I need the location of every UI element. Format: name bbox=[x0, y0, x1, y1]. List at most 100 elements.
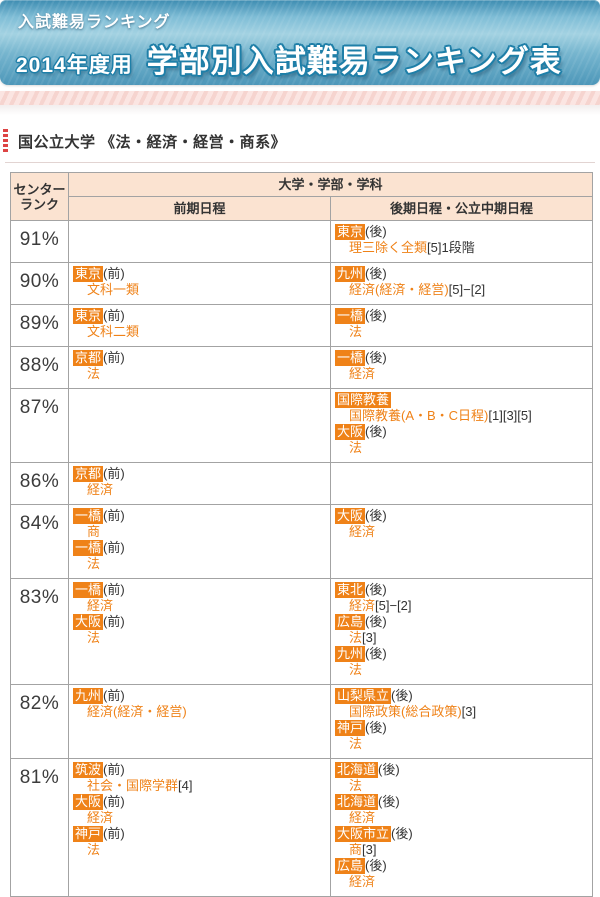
department-name: 法 bbox=[349, 440, 363, 455]
department-line: 経済 bbox=[73, 598, 326, 614]
banner-title-row: 2014年度用 学部別入試難易ランキング表 bbox=[16, 36, 596, 81]
schedule-suffix: (後) bbox=[391, 688, 413, 703]
university-entry: 京都 (前) 法 bbox=[73, 350, 326, 382]
schedule-suffix: (後) bbox=[391, 826, 413, 841]
late-schedule-cell: 九州 (後) 経済(経済・経営)[5]−[2] bbox=[329, 262, 594, 305]
university-name: 国際教養 bbox=[335, 392, 392, 408]
department-note: [3] bbox=[362, 630, 377, 645]
department-name: 経済 bbox=[349, 598, 376, 613]
university-name: 広島 bbox=[335, 858, 366, 874]
university-entry: 北海道 (後) 経済 bbox=[335, 794, 588, 826]
table-row: 91% 東京 (後) 理三除く全類[5]1段階 bbox=[10, 220, 594, 263]
decorative-stripe-band bbox=[0, 91, 600, 105]
department-line: 商[3] bbox=[335, 842, 588, 858]
early-schedule-cell: 東京 (前) 文科二類 bbox=[68, 304, 331, 347]
university-line: 国際教養 bbox=[335, 392, 588, 408]
department-name: 法 bbox=[87, 842, 101, 857]
department-line: 法 bbox=[335, 440, 588, 456]
university-line: 一橋 (前) bbox=[73, 582, 326, 598]
department-name: 法 bbox=[349, 778, 363, 793]
university-entry: 九州 (後) 法 bbox=[335, 646, 588, 678]
university-name: 東京 bbox=[73, 308, 104, 324]
university-entry: 一橋 (後) 経済 bbox=[335, 350, 588, 382]
center-rank-value: 87% bbox=[10, 388, 69, 463]
department-note: [5]−[2] bbox=[448, 282, 486, 297]
department-line: 経済 bbox=[335, 874, 588, 890]
university-name: 広島 bbox=[335, 614, 366, 630]
center-rank-value: 84% bbox=[10, 504, 69, 579]
department-name: 法 bbox=[87, 556, 101, 571]
section-marker-bar bbox=[3, 129, 8, 153]
university-name: 一橋 bbox=[335, 350, 366, 366]
university-line: 大阪 (後) bbox=[335, 508, 588, 524]
schedule-suffix: (後) bbox=[378, 762, 400, 777]
early-schedule-cell: 筑波 (前) 社会・国際学群[4] 大阪 (前) 経済 神戸 (前) 法 bbox=[68, 758, 331, 897]
table-row: 90% 東京 (前) 文科一類 九州 (後) 経済(経済・経営)[5]−[2] bbox=[10, 262, 594, 305]
university-name: 九州 bbox=[335, 266, 366, 282]
university-entry: 九州 (後) 経済(経済・経営)[5]−[2] bbox=[335, 266, 588, 298]
department-line: 社会・国際学群[4] bbox=[73, 778, 326, 794]
late-schedule-cell: 国際教養 国際教養(A・B・C日程)[1][3][5] 大阪 (後) 法 bbox=[329, 388, 594, 463]
university-line: 大阪市立 (後) bbox=[335, 826, 588, 842]
university-entry: 山梨県立 (後) 国際政策(総合政策)[3] bbox=[335, 688, 588, 720]
late-schedule-cell bbox=[329, 462, 594, 505]
section-title-text: 国公立大学 《法・経済・経営・商系》 bbox=[18, 133, 287, 151]
center-rank-value: 88% bbox=[10, 346, 69, 389]
university-name: 大阪市立 bbox=[335, 826, 392, 842]
department-note: [5]−[2] bbox=[375, 598, 412, 613]
department-line: 経済 bbox=[335, 524, 588, 540]
ranking-table-body: 91% 東京 (後) 理三除く全類[5]1段階 90% 東京 (前) 文科一類 九州 (後) 経済(… bbox=[10, 220, 594, 897]
department-name: 経済 bbox=[349, 810, 376, 825]
department-name: 経済(経済・経営) bbox=[87, 704, 187, 719]
university-line: 一橋 (前) bbox=[73, 540, 326, 556]
schedule-suffix: (後) bbox=[378, 794, 400, 809]
department-line: 経済 bbox=[73, 482, 326, 498]
department-line: 経済(経済・経営) bbox=[73, 704, 326, 720]
university-entry: 大阪 (後) 法 bbox=[335, 424, 588, 456]
department-line: 文科二類 bbox=[73, 324, 326, 340]
department-line: 経済 bbox=[73, 810, 326, 826]
department-name: 経済 bbox=[87, 810, 114, 825]
university-entry: 広島 (後) 経済 bbox=[335, 858, 588, 890]
department-name: 法 bbox=[349, 662, 363, 677]
university-entry: 東北 (後) 経済[5]−[2] bbox=[335, 582, 588, 614]
department-name: 商 bbox=[87, 524, 101, 539]
schedule-suffix: (後) bbox=[365, 308, 387, 323]
schedule-suffix: (後) bbox=[365, 424, 387, 439]
department-name: 経済 bbox=[87, 482, 114, 497]
center-rank-value: 89% bbox=[10, 304, 69, 347]
schedule-suffix: (前) bbox=[103, 794, 125, 809]
university-name: 一橋 bbox=[335, 308, 366, 324]
university-name: 九州 bbox=[73, 688, 104, 704]
center-rank-value: 83% bbox=[10, 578, 69, 685]
main-content: 国公立大学 《法・経済・経営・商系》 センター ランク 大学・学部・学科 前期日… bbox=[0, 105, 600, 897]
schedule-suffix: (前) bbox=[103, 308, 125, 323]
early-schedule-cell bbox=[68, 388, 331, 463]
schedule-suffix: (後) bbox=[365, 224, 387, 239]
late-schedule-cell: 東北 (後) 経済[5]−[2] 広島 (後) 法[3] 九州 (後) 法 bbox=[329, 578, 594, 685]
university-entry: 大阪 (後) 経済 bbox=[335, 508, 588, 540]
early-schedule-cell: 九州 (前) 経済(経済・経営) bbox=[68, 684, 331, 759]
department-line: 商 bbox=[73, 524, 326, 540]
department-name: 国際政策(総合政策) bbox=[349, 704, 462, 719]
department-name: 経済 bbox=[349, 366, 376, 381]
department-line: 法 bbox=[73, 630, 326, 646]
university-entry: 国際教養 国際教養(A・B・C日程)[1][3][5] bbox=[335, 392, 588, 424]
banner-year-label: 2014年度用 bbox=[16, 54, 133, 77]
schedule-suffix: (後) bbox=[365, 858, 387, 873]
department-line: 法[3] bbox=[335, 630, 588, 646]
university-line: 山梨県立 (後) bbox=[335, 688, 588, 704]
section-divider bbox=[5, 162, 595, 163]
center-rank-value: 82% bbox=[10, 684, 69, 759]
university-entry: 広島 (後) 法[3] bbox=[335, 614, 588, 646]
schedule-suffix: (前) bbox=[103, 762, 125, 777]
department-line: 法 bbox=[73, 366, 326, 382]
late-schedule-cell: 一橋 (後) 経済 bbox=[329, 346, 594, 389]
header-center-rank-line1: センター bbox=[13, 181, 66, 197]
table-row: 83% 一橋 (前) 経済 大阪 (前) 法東北 (後) 経済[5]−[2] 広島 (後) 法[3] 九… bbox=[10, 578, 594, 685]
university-name: 山梨県立 bbox=[335, 688, 392, 704]
university-entry: 東京 (前) 文科二類 bbox=[73, 308, 326, 340]
university-line: 神戸 (前) bbox=[73, 826, 326, 842]
university-line: 大阪 (前) bbox=[73, 794, 326, 810]
university-line: 広島 (後) bbox=[335, 858, 588, 874]
